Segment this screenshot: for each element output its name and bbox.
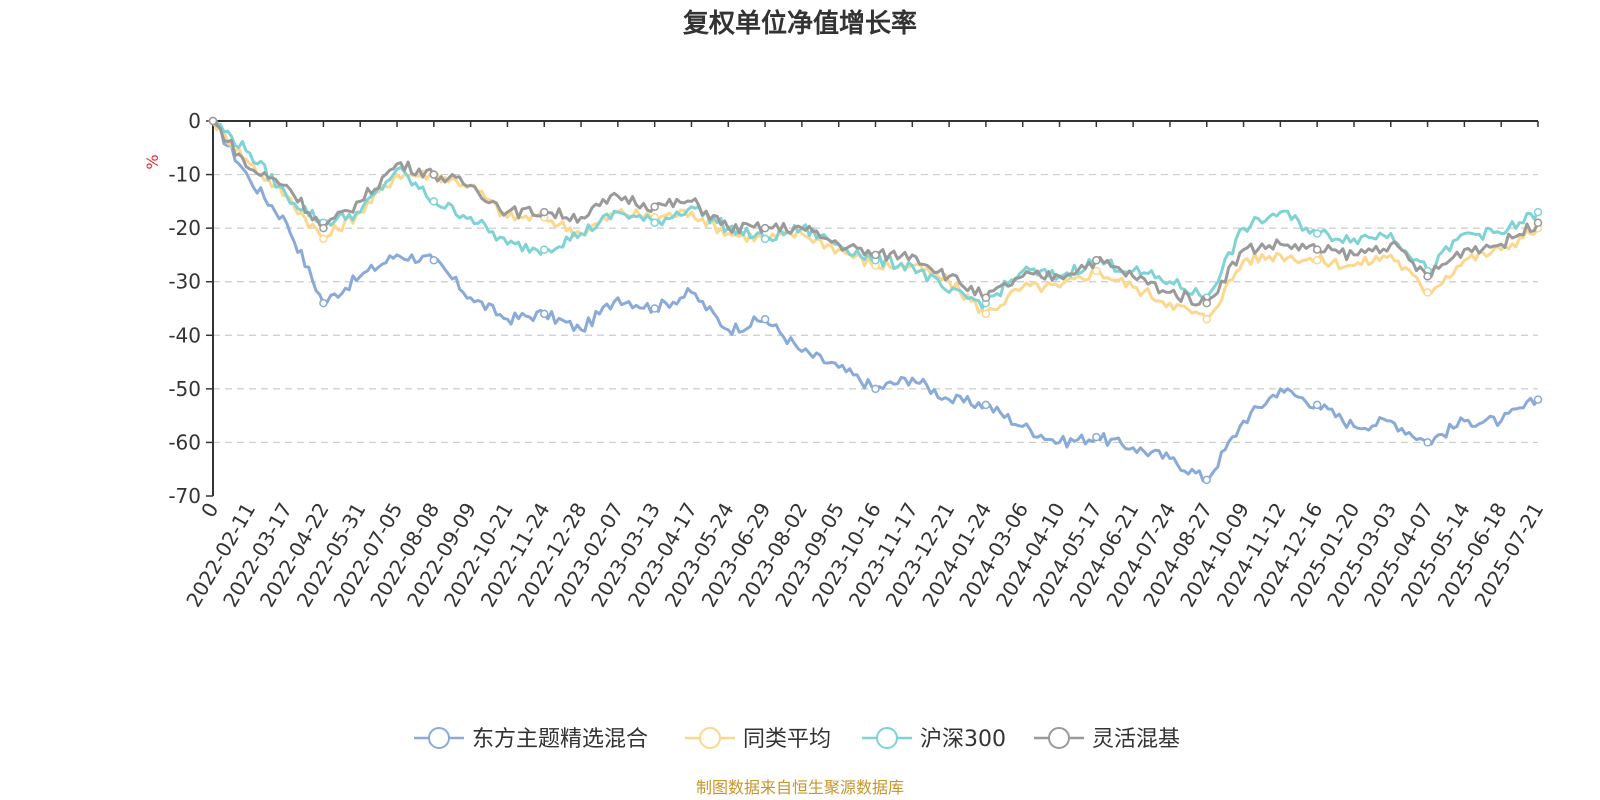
y-tick-label: -50 [168, 377, 201, 401]
y-tick-label: -40 [168, 323, 201, 347]
data-source-note: 制图数据来自恒生聚源数据库 [696, 778, 904, 797]
series-point [1092, 432, 1101, 442]
series-line-1 [211, 120, 1540, 321]
grid-lines [213, 173, 1538, 444]
legend-marker [428, 727, 450, 749]
legend-item-0[interactable]: 东方主题精选混合 [414, 727, 648, 752]
series-point [429, 256, 439, 265]
series-point [540, 309, 549, 319]
y-tick-label: 0 [188, 109, 201, 133]
series-point [540, 207, 549, 217]
legend-marker [876, 727, 898, 749]
series-point [1312, 245, 1322, 254]
series-point [871, 250, 880, 260]
series-point [1533, 218, 1543, 228]
series-point [1423, 438, 1432, 447]
series-point [650, 304, 659, 313]
x-tick-label: 0 [196, 499, 223, 522]
series-point [319, 234, 328, 244]
series-lines [208, 116, 1543, 485]
series-point [871, 384, 880, 394]
series-point [540, 245, 549, 254]
y-axis-unit: % [143, 154, 162, 169]
series-point [1533, 395, 1543, 404]
legend-marker [1048, 727, 1070, 749]
y-tick-label: -20 [168, 216, 201, 240]
chart-title: 复权单位净值增长率 [683, 8, 917, 39]
legend-label: 东方主题精选混合 [472, 727, 648, 752]
legend-item-3[interactable]: 灵活混基 [1034, 727, 1180, 752]
legend-marker [699, 727, 721, 749]
legend[interactable]: 东方主题精选混合 同类平均 沪深300 灵活混基 [414, 727, 1180, 752]
series-point [1092, 266, 1101, 276]
legend-item-2[interactable]: 沪深300 [862, 727, 1006, 752]
legend-label: 灵活混基 [1092, 727, 1180, 752]
series-point [760, 234, 770, 244]
y-tick-label: -60 [168, 430, 201, 454]
series-point [319, 223, 328, 233]
series-point [981, 400, 991, 410]
series-point [760, 314, 770, 324]
series-line-2 [211, 120, 1540, 310]
y-axis-ticks: 0 -10 -20 -30 -40 -50 -60 -70 [168, 109, 213, 508]
series-point [1533, 207, 1543, 217]
series-point [1423, 272, 1432, 281]
legend-item-1[interactable]: 同类平均 [685, 727, 831, 752]
x-axis-ticks: 02022-02-112022-03-172022-04-222022-05-3… [181, 121, 1548, 611]
series-point [1423, 288, 1432, 297]
series-point [760, 223, 770, 233]
series-point [1202, 314, 1211, 324]
series-point [319, 298, 328, 308]
series-point [429, 197, 439, 206]
axes [212, 120, 1538, 496]
series-point [208, 116, 218, 126]
series-point [650, 218, 659, 228]
series-line-3 [211, 119, 1540, 307]
series-point [1312, 256, 1322, 265]
y-tick-label: -70 [168, 484, 201, 508]
series-point [1202, 475, 1211, 485]
series-point [981, 309, 991, 319]
legend-label: 沪深300 [920, 727, 1006, 752]
series-point [1092, 256, 1101, 265]
series-point [1312, 229, 1322, 238]
series-point [1312, 400, 1322, 410]
series-point [981, 293, 991, 303]
legend-label: 同类平均 [743, 727, 831, 752]
y-tick-label: -10 [168, 163, 201, 187]
y-tick-label: -30 [168, 270, 201, 294]
series-point [650, 202, 659, 211]
series-point [1202, 298, 1211, 308]
series-point [429, 170, 439, 179]
